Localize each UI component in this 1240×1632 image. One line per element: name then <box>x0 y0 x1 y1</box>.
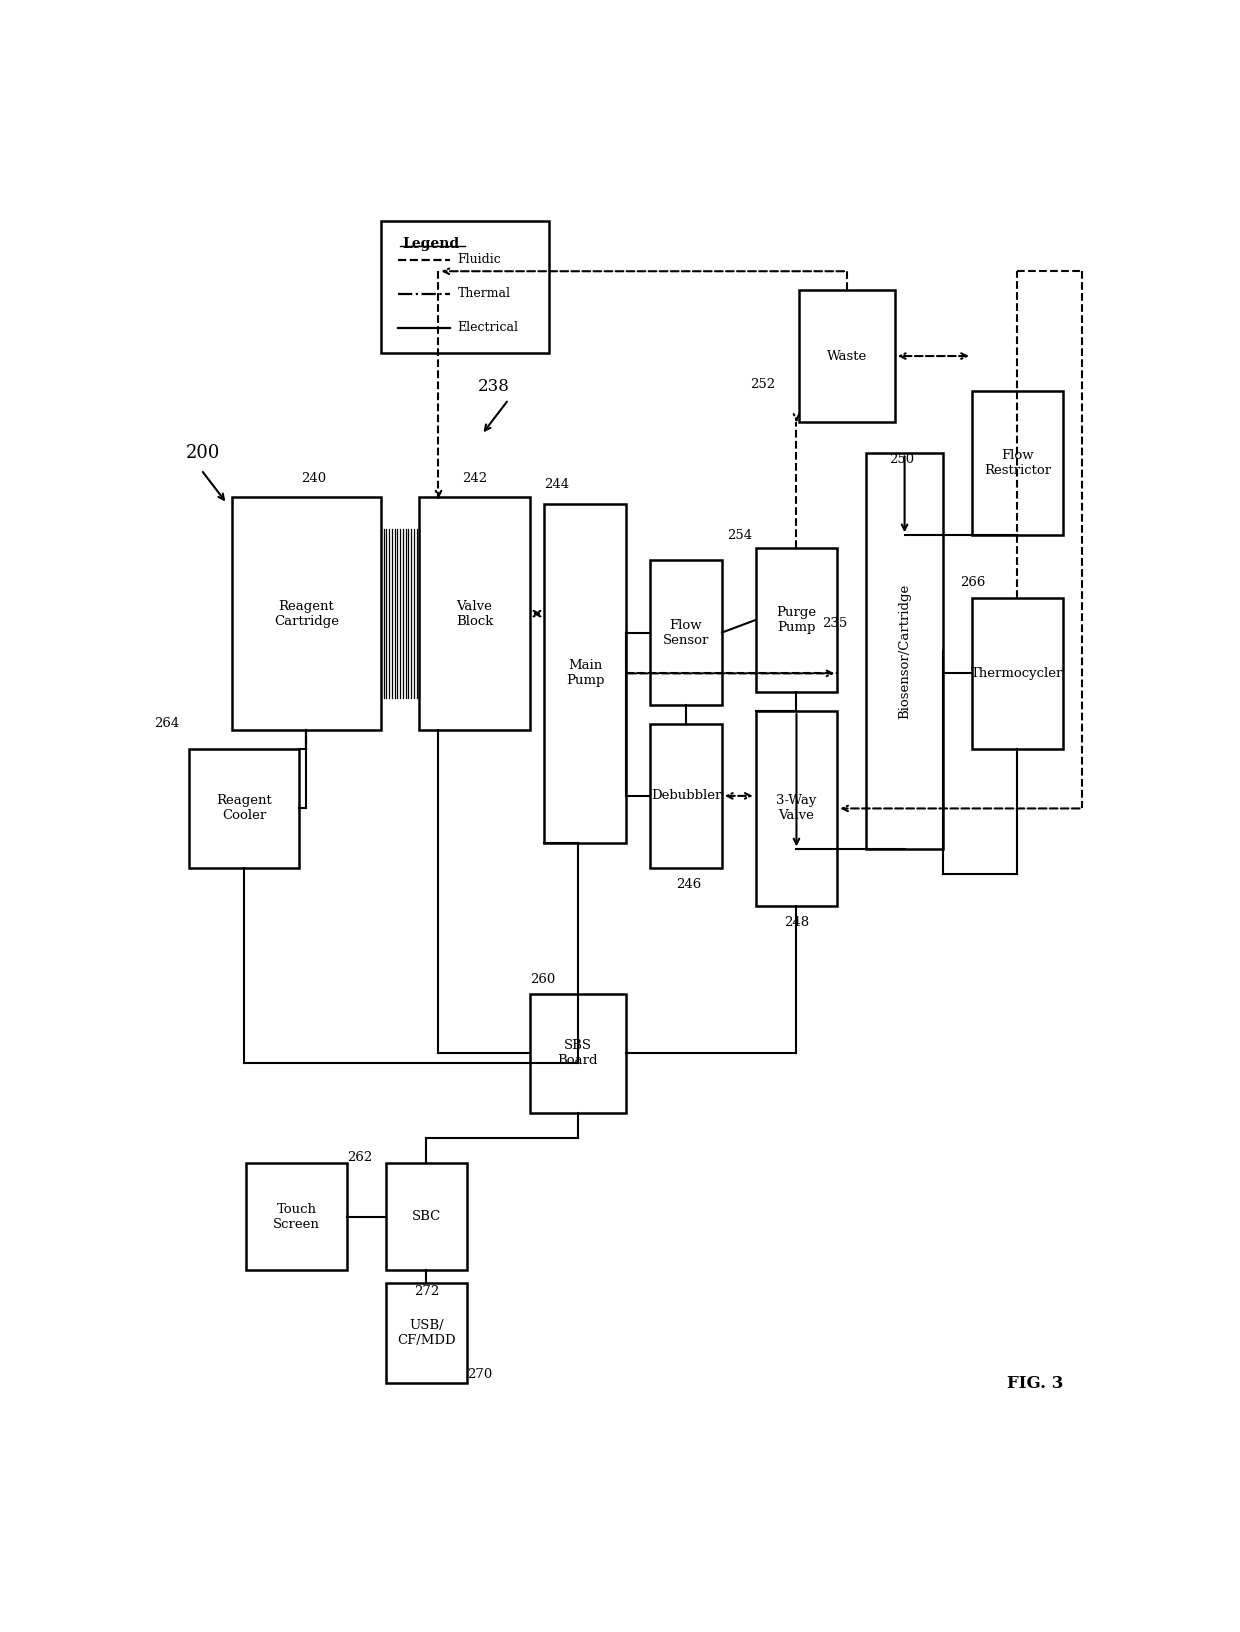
Text: FIG. 3: FIG. 3 <box>1007 1376 1063 1392</box>
Text: Main
Pump: Main Pump <box>565 659 604 687</box>
Bar <box>419 498 529 730</box>
Text: Fluidic: Fluidic <box>458 253 501 266</box>
Bar <box>650 560 722 705</box>
Bar <box>544 504 626 844</box>
Text: 246: 246 <box>676 878 701 891</box>
Text: Legend: Legend <box>402 237 459 251</box>
Text: 264: 264 <box>154 716 179 730</box>
Text: 250: 250 <box>889 454 914 467</box>
Text: Debubbler: Debubbler <box>651 790 722 803</box>
Text: Flow
Sensor: Flow Sensor <box>662 619 709 646</box>
Bar <box>247 1164 347 1270</box>
Text: Touch
Screen: Touch Screen <box>273 1203 320 1231</box>
Text: 235: 235 <box>822 617 847 630</box>
Text: Reagent
Cooler: Reagent Cooler <box>216 795 272 823</box>
Text: SBC: SBC <box>412 1211 441 1224</box>
Text: 3-Way
Valve: 3-Way Valve <box>776 795 817 823</box>
Text: 254: 254 <box>727 529 751 542</box>
Text: 244: 244 <box>544 478 569 491</box>
Text: 260: 260 <box>529 973 556 986</box>
Text: Biosensor/Cartridge: Biosensor/Cartridge <box>898 584 911 720</box>
Text: 200: 200 <box>186 444 221 462</box>
Bar <box>232 498 381 730</box>
Bar <box>972 597 1063 749</box>
Text: Thermal: Thermal <box>458 287 511 300</box>
Text: Thermocycler: Thermocycler <box>971 667 1064 681</box>
Text: Electrical: Electrical <box>458 322 518 335</box>
Text: 248: 248 <box>785 916 810 929</box>
Bar <box>386 1164 467 1270</box>
Bar <box>755 712 837 906</box>
Bar <box>799 290 895 423</box>
Bar <box>188 749 299 868</box>
Text: Flow
Restrictor: Flow Restrictor <box>983 449 1052 477</box>
Text: 270: 270 <box>467 1368 492 1381</box>
Bar <box>755 548 837 692</box>
Text: 252: 252 <box>750 379 775 390</box>
Text: Reagent
Cartridge: Reagent Cartridge <box>274 599 339 628</box>
Bar <box>529 994 626 1113</box>
Text: 242: 242 <box>463 472 487 485</box>
Text: 262: 262 <box>347 1151 372 1164</box>
Bar <box>381 220 549 353</box>
Text: 266: 266 <box>960 576 986 589</box>
Text: USB/
CF/MDD: USB/ CF/MDD <box>397 1319 456 1346</box>
Bar <box>972 390 1063 535</box>
Bar <box>650 723 722 868</box>
Text: Purge
Pump: Purge Pump <box>776 605 816 633</box>
Text: 240: 240 <box>301 472 326 485</box>
Text: Waste: Waste <box>827 349 867 362</box>
Text: Valve
Block: Valve Block <box>456 599 494 628</box>
Bar <box>386 1283 467 1384</box>
Text: 238: 238 <box>477 379 510 395</box>
Text: 272: 272 <box>414 1284 440 1297</box>
Text: SBS
Board: SBS Board <box>558 1040 598 1067</box>
Bar <box>866 454 942 849</box>
